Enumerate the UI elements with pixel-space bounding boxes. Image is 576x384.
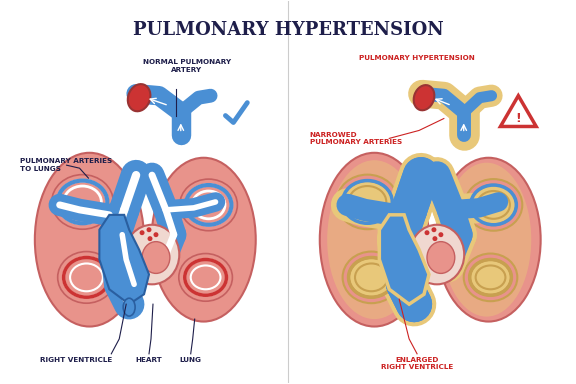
Ellipse shape <box>147 236 153 241</box>
Ellipse shape <box>320 153 429 326</box>
Ellipse shape <box>179 253 232 301</box>
Ellipse shape <box>343 180 392 223</box>
Ellipse shape <box>58 252 115 303</box>
Ellipse shape <box>330 160 425 319</box>
Ellipse shape <box>124 225 179 284</box>
Ellipse shape <box>63 258 109 297</box>
Text: PULMONARY HYPERTENSION: PULMONARY HYPERTENSION <box>132 21 444 39</box>
Ellipse shape <box>336 175 398 229</box>
Ellipse shape <box>185 260 226 295</box>
Text: NARROWED
PULMONARY ARTERIES: NARROWED PULMONARY ARTERIES <box>310 132 402 145</box>
Text: HEART: HEART <box>135 357 162 363</box>
Ellipse shape <box>348 186 386 218</box>
Ellipse shape <box>180 179 237 231</box>
Ellipse shape <box>52 175 113 229</box>
Text: PULMONARY ARTERIES
TO LUNGS: PULMONARY ARTERIES TO LUNGS <box>20 159 112 172</box>
Polygon shape <box>100 215 149 304</box>
Ellipse shape <box>192 191 225 219</box>
Text: LUNG: LUNG <box>180 357 202 363</box>
Ellipse shape <box>348 258 394 297</box>
Ellipse shape <box>431 227 437 232</box>
Ellipse shape <box>146 227 151 232</box>
Ellipse shape <box>142 242 170 273</box>
Ellipse shape <box>437 158 541 321</box>
Ellipse shape <box>139 230 145 235</box>
Ellipse shape <box>355 263 388 291</box>
Ellipse shape <box>128 84 150 111</box>
Ellipse shape <box>151 158 256 321</box>
Ellipse shape <box>438 232 444 237</box>
Ellipse shape <box>123 298 135 316</box>
Ellipse shape <box>442 163 531 316</box>
Ellipse shape <box>425 230 430 235</box>
Text: !: ! <box>516 112 521 125</box>
Ellipse shape <box>442 163 531 316</box>
Ellipse shape <box>410 225 464 284</box>
Ellipse shape <box>465 179 522 231</box>
Ellipse shape <box>185 185 232 225</box>
Ellipse shape <box>476 265 505 289</box>
Ellipse shape <box>433 236 437 241</box>
Ellipse shape <box>191 265 221 289</box>
Text: ENLARGED
RIGHT VENTRICLE: ENLARGED RIGHT VENTRICLE <box>381 357 453 370</box>
Ellipse shape <box>414 85 434 110</box>
Ellipse shape <box>35 153 144 326</box>
Ellipse shape <box>70 263 103 291</box>
Text: NORMAL PULMONARY
ARTERY: NORMAL PULMONARY ARTERY <box>143 60 231 73</box>
Ellipse shape <box>343 252 400 303</box>
Polygon shape <box>380 215 429 304</box>
Polygon shape <box>501 96 536 126</box>
Ellipse shape <box>153 232 158 237</box>
Ellipse shape <box>477 191 510 219</box>
Text: PULMONARY HYPERTENSION: PULMONARY HYPERTENSION <box>359 55 475 61</box>
Ellipse shape <box>471 185 516 225</box>
Ellipse shape <box>464 253 517 301</box>
Text: RIGHT VENTRICLE: RIGHT VENTRICLE <box>40 357 113 363</box>
Ellipse shape <box>469 260 511 295</box>
Ellipse shape <box>327 160 422 319</box>
Ellipse shape <box>427 242 455 273</box>
Ellipse shape <box>58 180 107 223</box>
Ellipse shape <box>63 186 101 218</box>
